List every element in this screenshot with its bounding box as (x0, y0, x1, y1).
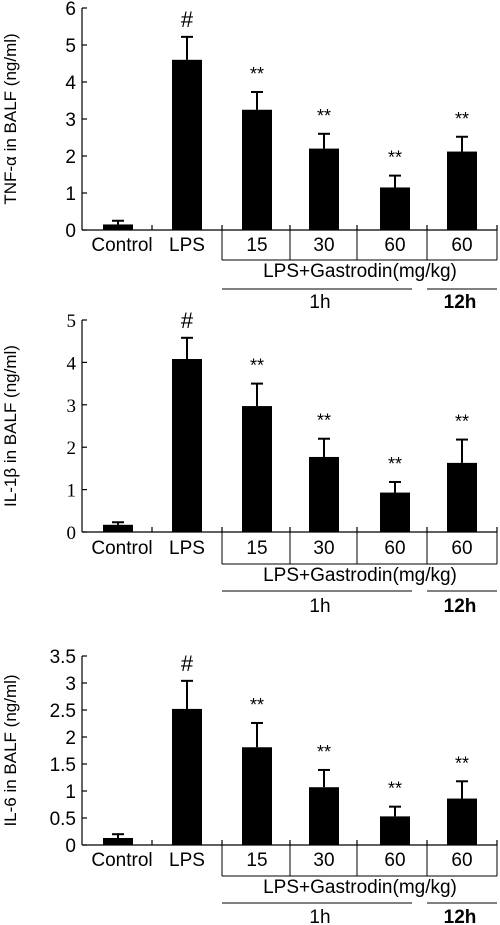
significance-stars: ** (455, 753, 469, 773)
y-tick-label: 5 (65, 36, 76, 57)
chart-panel-1: 0 1 2 3 4 5 6 TNF-α in BALF (ng/ml) # ** ** ** ** Con… (1, 0, 498, 313)
time-label-1h: 1h (309, 907, 330, 925)
bar (380, 816, 410, 845)
group-label: LPS+Gastrodin(mg/kg) (263, 877, 457, 898)
y-tick-label: 6 (65, 0, 76, 20)
x-category-label: 15 (246, 235, 267, 256)
bar (242, 109, 272, 230)
x-category-label: 60 (451, 538, 472, 559)
x-category-label: Control (91, 235, 152, 256)
bar (447, 462, 477, 532)
bar (172, 59, 202, 230)
significance-stars: ** (317, 106, 331, 126)
significance-hash: # (181, 308, 194, 333)
significance-stars: ** (388, 779, 402, 799)
x-category-label: 60 (451, 235, 472, 256)
bar (242, 406, 272, 532)
x-category-label: 60 (384, 538, 405, 559)
x-category-label: 30 (313, 538, 334, 559)
x-category-label: LPS (169, 235, 205, 256)
bar (309, 148, 339, 230)
x-category-label: Control (91, 850, 152, 871)
significance-stars: ** (455, 109, 469, 129)
y-tick-label: 0.5 (50, 809, 76, 830)
y-axis-title: IL-6 in BALF (ng/ml) (1, 674, 20, 826)
y-tick-label: 3.5 (50, 647, 76, 668)
significance-stars: ** (250, 356, 264, 376)
time-label-1h: 1h (309, 292, 330, 313)
significance-stars: ** (388, 454, 402, 474)
bar (242, 747, 272, 845)
chart-panel-3: 0 0.5 1 1.5 2 2.5 3 3.5 IL-6 in BALF (ng/ml) # ** *… (1, 647, 498, 925)
bar (172, 359, 202, 532)
y-axis-title: IL-1β in BALF (ng/ml) (1, 345, 20, 507)
x-category-label: Control (91, 538, 152, 559)
bar (380, 187, 410, 230)
bar (103, 837, 133, 845)
bar (103, 524, 133, 532)
significance-hash: # (181, 7, 194, 32)
y-tick-label: 1 (65, 782, 76, 803)
y-tick-label: 3 (67, 396, 77, 417)
y-tick-label: 0 (65, 221, 76, 242)
bar (172, 708, 202, 845)
x-category-label: 60 (384, 235, 405, 256)
x-category-label: 60 (384, 850, 405, 871)
x-category-label: LPS (169, 538, 205, 559)
time-label-1h: 1h (309, 596, 330, 617)
y-tick-label: 2 (65, 728, 76, 749)
y-tick-label: 2 (65, 147, 76, 168)
y-tick-label: 0 (67, 523, 77, 544)
x-category-label: 30 (313, 235, 334, 256)
y-tick-label: 1 (67, 481, 77, 502)
significance-hash: # (181, 651, 194, 676)
y-tick-label: 5 (67, 311, 77, 332)
bar (380, 492, 410, 532)
y-tick-label: 4 (67, 353, 77, 374)
time-label-12h: 12h (444, 596, 477, 617)
x-category-label: LPS (169, 850, 205, 871)
significance-stars: ** (317, 742, 331, 762)
bar (309, 456, 339, 532)
y-tick-label: 4 (65, 73, 76, 94)
y-tick-label: 1 (65, 184, 76, 205)
x-category-label: 30 (313, 850, 334, 871)
x-category-label: 15 (246, 850, 267, 871)
x-category-label: 60 (451, 850, 472, 871)
significance-stars: ** (250, 64, 264, 84)
bar (447, 151, 477, 230)
significance-stars: ** (388, 148, 402, 168)
y-tick-label: 1.5 (50, 755, 76, 776)
group-label: LPS+Gastrodin(mg/kg) (263, 565, 457, 586)
y-tick-label: 2.5 (50, 701, 76, 722)
bar (447, 798, 477, 845)
y-tick-label: 3 (65, 674, 76, 695)
y-axis-title: TNF-α in BALF (ng/ml) (1, 33, 20, 204)
bar (309, 787, 339, 845)
time-label-12h: 12h (444, 292, 477, 313)
significance-stars: ** (455, 412, 469, 432)
significance-stars: ** (317, 411, 331, 431)
y-tick-label: 2 (67, 438, 77, 459)
x-category-label: 15 (246, 538, 267, 559)
y-tick-label: 0 (65, 836, 76, 857)
time-label-12h: 12h (444, 907, 477, 925)
bar (103, 224, 133, 230)
chart-panel-2: 0 1 2 3 4 5 IL-1β in BALF (ng/ml) # ** ** ** ** Cont… (1, 308, 498, 617)
y-tick-label: 3 (65, 110, 76, 131)
significance-stars: ** (250, 695, 264, 715)
group-label: LPS+Gastrodin(mg/kg) (263, 261, 457, 282)
